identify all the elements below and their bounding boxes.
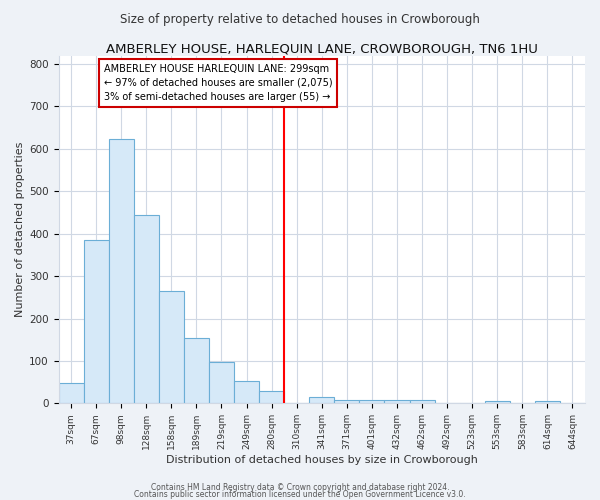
Bar	[535, 401, 560, 404]
Bar	[83, 240, 109, 404]
Text: AMBERLEY HOUSE HARLEQUIN LANE: 299sqm
← 97% of detached houses are smaller (2,07: AMBERLEY HOUSE HARLEQUIN LANE: 299sqm ← …	[104, 64, 332, 102]
Bar	[385, 400, 410, 404]
Bar	[359, 400, 385, 404]
Bar	[259, 390, 284, 404]
Text: Contains public sector information licensed under the Open Government Licence v3: Contains public sector information licen…	[134, 490, 466, 499]
Bar	[159, 291, 184, 404]
Bar	[109, 140, 134, 404]
Bar	[59, 383, 83, 404]
Bar	[234, 382, 259, 404]
Bar	[309, 398, 334, 404]
Bar	[209, 362, 234, 404]
Y-axis label: Number of detached properties: Number of detached properties	[15, 142, 25, 317]
Bar	[334, 400, 359, 404]
X-axis label: Distribution of detached houses by size in Crowborough: Distribution of detached houses by size …	[166, 455, 478, 465]
Bar	[184, 338, 209, 404]
Text: Contains HM Land Registry data © Crown copyright and database right 2024.: Contains HM Land Registry data © Crown c…	[151, 483, 449, 492]
Text: Size of property relative to detached houses in Crowborough: Size of property relative to detached ho…	[120, 12, 480, 26]
Bar	[485, 401, 510, 404]
Bar	[410, 400, 434, 404]
Bar	[134, 214, 159, 404]
Title: AMBERLEY HOUSE, HARLEQUIN LANE, CROWBOROUGH, TN6 1HU: AMBERLEY HOUSE, HARLEQUIN LANE, CROWBORO…	[106, 42, 538, 56]
